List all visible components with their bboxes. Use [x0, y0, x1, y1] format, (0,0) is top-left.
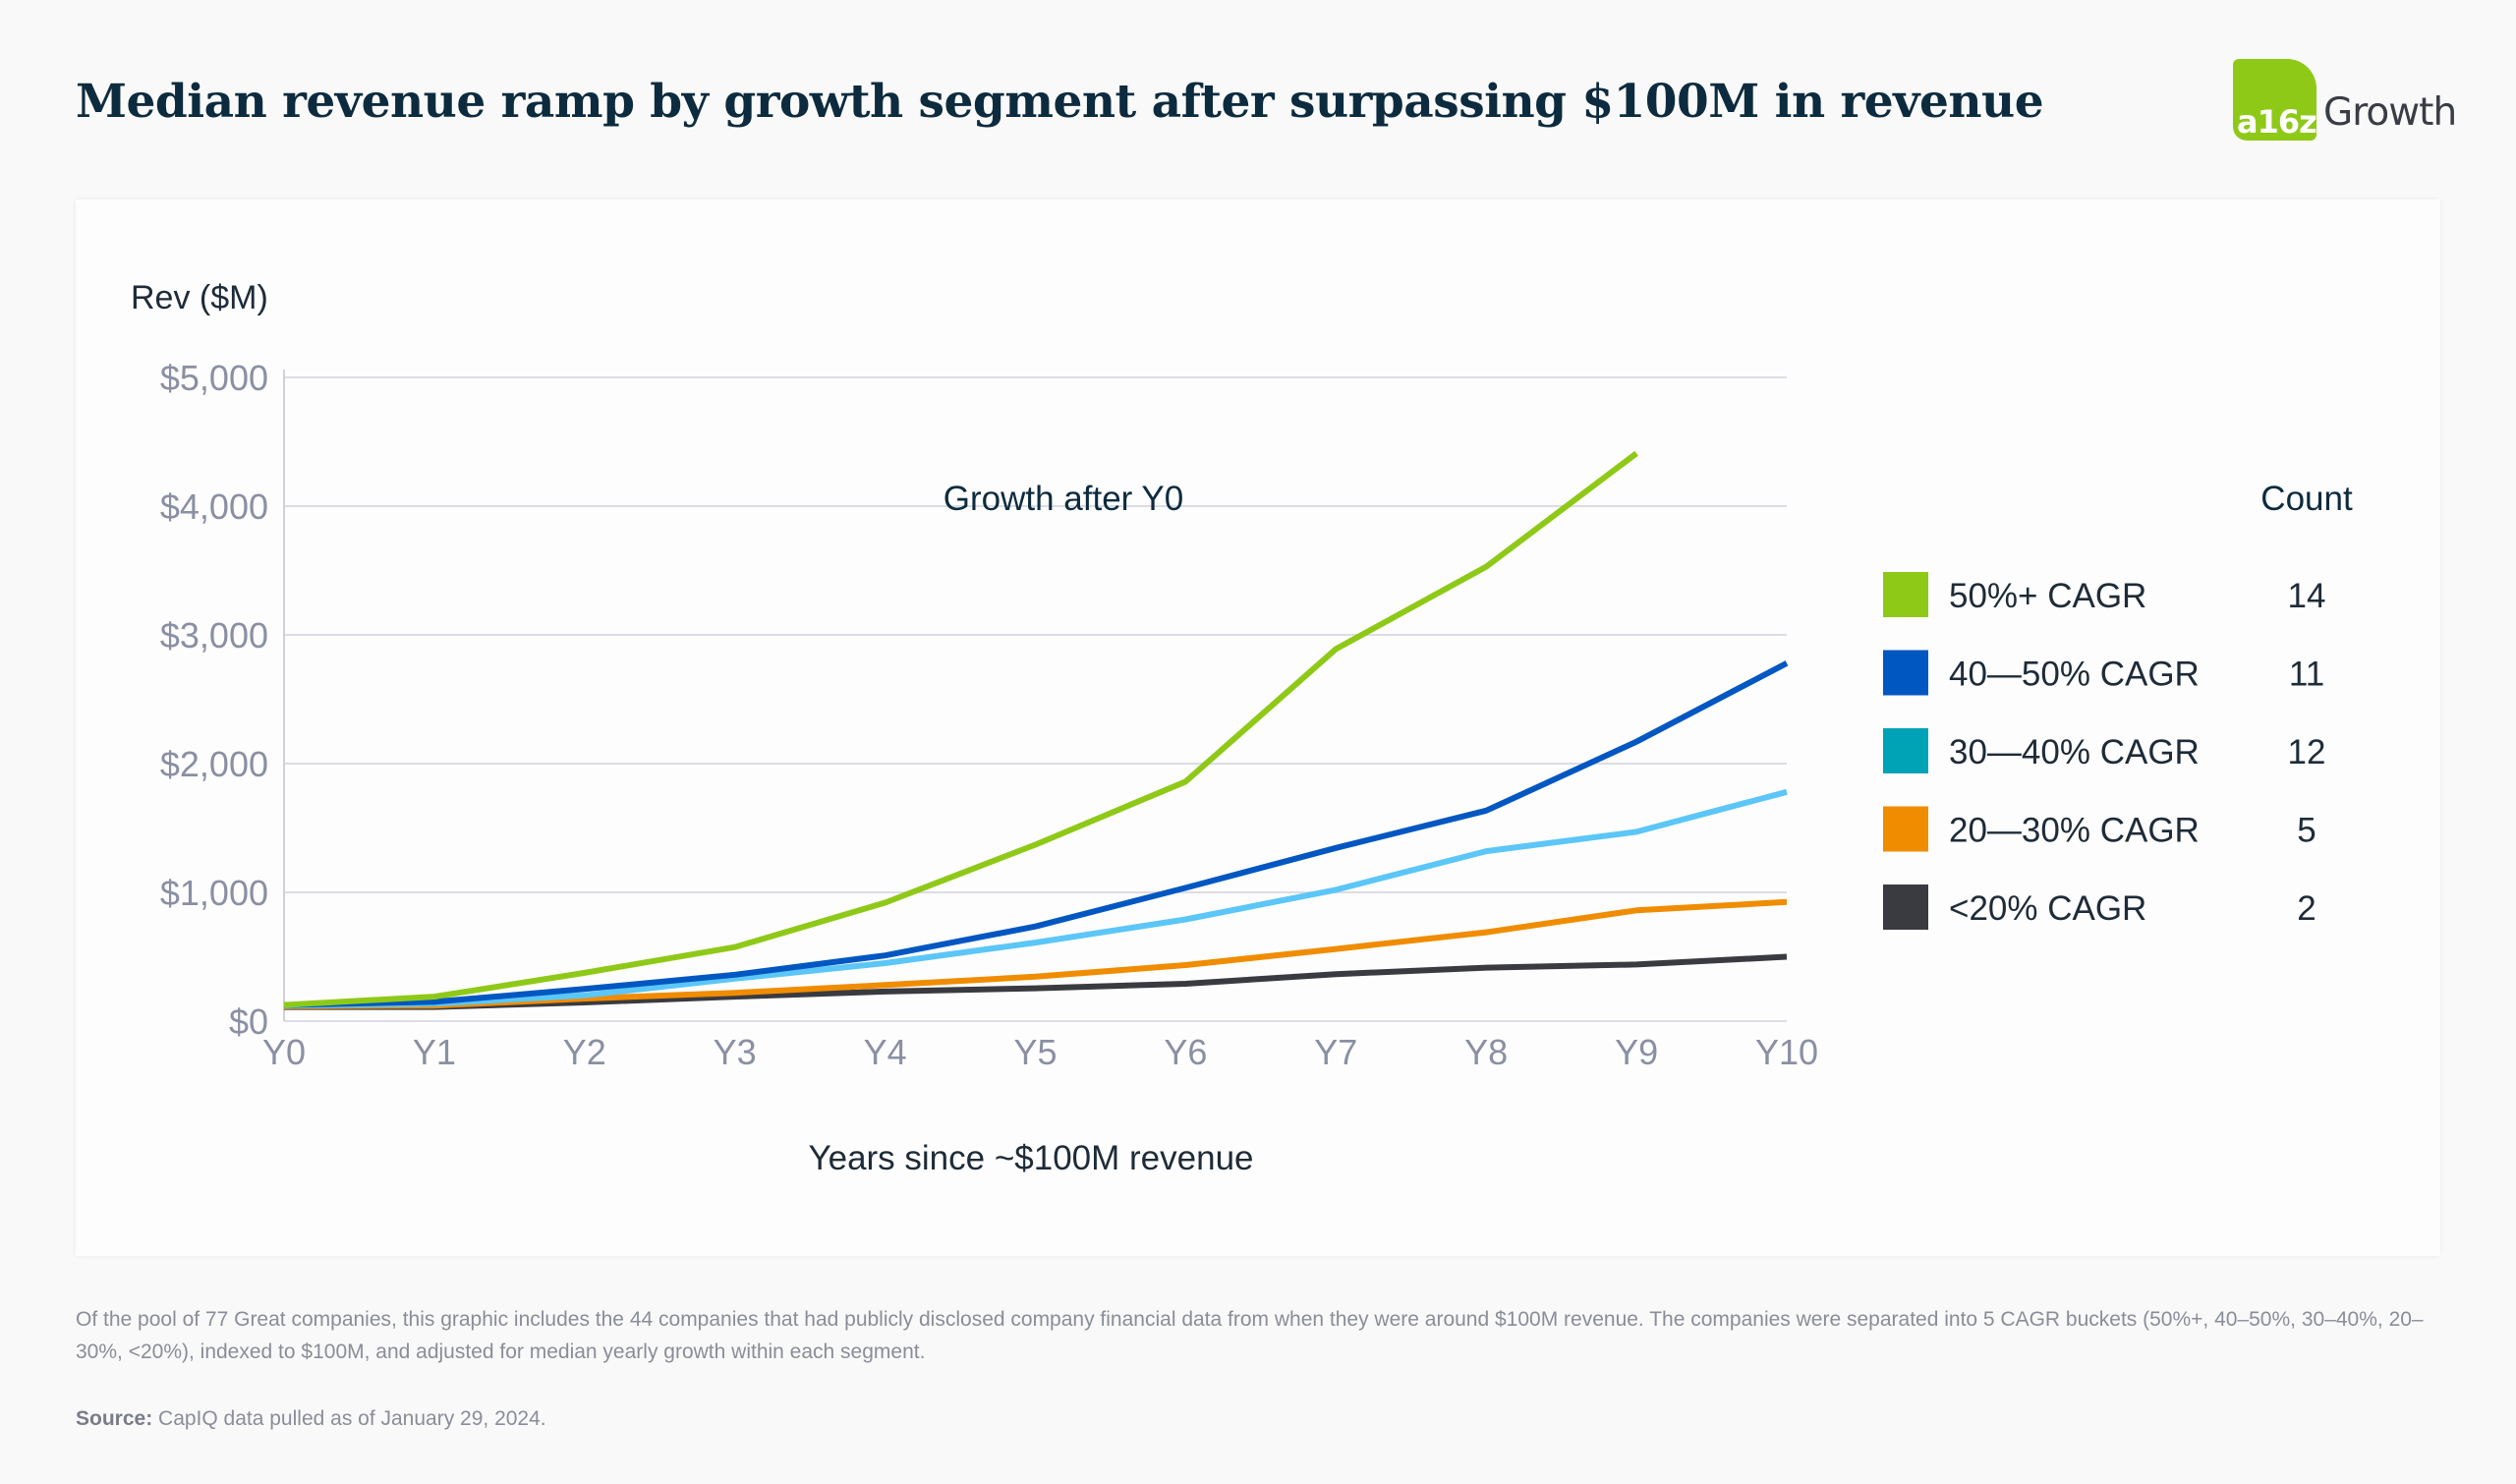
legend-count: 5 — [2297, 812, 2316, 850]
y-tick-label: $0 — [229, 1001, 268, 1042]
y-tick-label: $1,000 — [160, 873, 268, 913]
a16z-growth-logo: a16z Growth — [2233, 59, 2459, 143]
logo-word: Growth — [2323, 90, 2457, 135]
x-tick-label: Y7 — [1314, 1032, 1357, 1072]
source-note: Source: CapIQ data pulled as of January … — [76, 1402, 2434, 1435]
series-line — [283, 788, 1788, 1009]
legend-count: 11 — [2289, 656, 2324, 694]
page-title: Median revenue ramp by growth segment af… — [76, 75, 2044, 129]
x-tick-label: Y4 — [864, 1032, 907, 1072]
legend-swatch — [1883, 806, 1928, 852]
x-tick-label: Y9 — [1615, 1032, 1658, 1072]
legend-swatch — [1883, 885, 1928, 930]
logo-box: a16z — [2233, 59, 2317, 141]
source-text: CapIQ data pulled as of January 29, 2024… — [152, 1407, 546, 1430]
y-tick-label: $2,000 — [160, 744, 268, 784]
line-chart: Rev ($M) Y0 Y1 Y2 Y3 Y4 Y5 Y6 Y7 Y8 Y9 Y10 $0 $1,00… — [131, 279, 2353, 1177]
legend-count: 2 — [2297, 889, 2316, 928]
legend-label: 20—30% CAGR — [1949, 812, 2200, 850]
x-tick-label: Y3 — [714, 1032, 757, 1072]
legend-label: <20% CAGR — [1949, 889, 2146, 928]
legend-label: 30—40% CAGR — [1949, 733, 2200, 771]
logo-mark: a16z — [2237, 103, 2317, 141]
legend-count: 12 — [2288, 733, 2326, 771]
legend-swatch — [1883, 728, 1928, 773]
y-tick-label: $5,000 — [160, 358, 268, 398]
chart-card: Rev ($M) Y0 Y1 Y2 Y3 Y4 Y5 Y6 Y7 Y8 Y9 Y10 $0 $1,00… — [76, 200, 2440, 1256]
x-axis-label: Years since ~$100M revenue — [808, 1139, 1253, 1177]
footnote: Of the pool of 77 Great companies, this … — [76, 1308, 2424, 1363]
series-line — [283, 660, 1789, 1008]
x-tick-label: Y6 — [1164, 1032, 1207, 1072]
legend-label: 40—50% CAGR — [1949, 656, 2200, 694]
x-tick-label: Y5 — [1013, 1032, 1057, 1072]
legend-swatch — [1883, 572, 1928, 617]
series-line — [283, 450, 1638, 1008]
source-label: Source: — [76, 1407, 153, 1430]
legend-header-group: Growth after Y0 — [944, 480, 1183, 518]
x-tick-label: Y8 — [1464, 1032, 1508, 1072]
legend-header-count: Count — [2260, 480, 2353, 518]
y-tick-label: $3,000 — [160, 615, 268, 656]
series-line — [284, 953, 1788, 1010]
legend: Growth after Y0 Count 50%+ CAGR 14 40—50% … — [944, 480, 2353, 930]
legend-count: 14 — [2288, 577, 2326, 615]
legend-label: 50%+ CAGR — [1949, 577, 2146, 615]
x-tick-label: Y0 — [262, 1032, 306, 1072]
x-tick-label: Y2 — [563, 1032, 606, 1072]
legend-swatch — [1883, 650, 1928, 696]
y-tick-label: $4,000 — [160, 486, 268, 527]
x-tick-label: Y1 — [413, 1032, 456, 1072]
x-tick-label: Y10 — [1755, 1032, 1818, 1072]
y-axis-label: Rev ($M) — [131, 279, 268, 316]
